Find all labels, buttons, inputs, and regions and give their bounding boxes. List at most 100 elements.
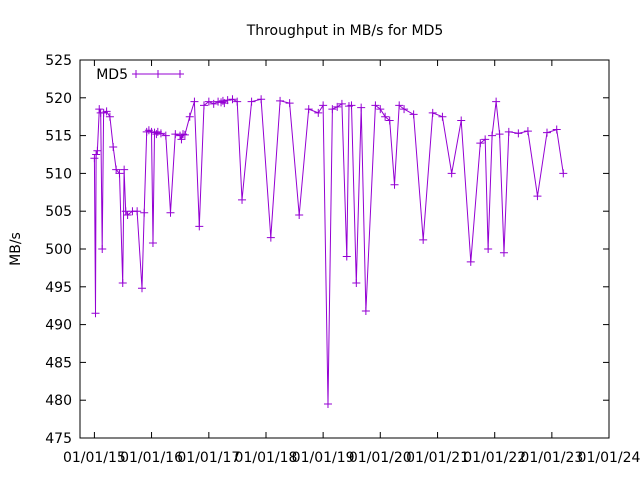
data-point	[476, 139, 485, 148]
data-point	[347, 101, 356, 110]
data-point	[559, 169, 568, 178]
data-point	[156, 129, 165, 138]
data-point	[133, 207, 142, 216]
data-point	[166, 208, 175, 217]
data-point	[105, 112, 114, 121]
data-point	[90, 154, 99, 163]
data-point	[466, 257, 475, 266]
data-point	[98, 245, 107, 253]
data-point	[121, 207, 130, 216]
data-point	[161, 131, 170, 140]
y-tick-label: 490	[45, 318, 72, 334]
y-tick-label: 520	[45, 91, 72, 107]
data-point	[179, 130, 188, 139]
data-point	[204, 97, 213, 106]
x-tick-label: 01/01/15	[63, 450, 126, 466]
data-point	[152, 130, 161, 139]
data-point	[118, 279, 127, 288]
data-point	[223, 96, 232, 105]
data-point	[376, 105, 385, 114]
data-point	[323, 399, 332, 408]
data-point	[217, 98, 226, 107]
x-tick-label: 01/01/24	[578, 450, 640, 466]
data-point	[171, 130, 180, 139]
data-point	[337, 99, 346, 108]
data-point	[120, 165, 129, 174]
data-point	[247, 97, 256, 106]
x-tick-label: 01/01/22	[463, 450, 526, 466]
data-point	[371, 101, 380, 110]
data-point	[523, 127, 532, 136]
legend-point	[154, 70, 162, 78]
data-point	[285, 99, 294, 108]
data-point	[488, 131, 497, 140]
y-tick-label: 480	[45, 393, 72, 409]
legend-label-md5: MD5	[96, 67, 128, 83]
data-point	[543, 128, 552, 137]
data-point	[352, 279, 361, 288]
data-point	[266, 233, 275, 242]
data-point	[137, 284, 146, 293]
data-point	[140, 208, 149, 217]
data-point	[328, 105, 337, 114]
data-point	[514, 129, 523, 138]
data-point	[361, 306, 370, 315]
x-tick-label: 01/01/17	[177, 450, 240, 466]
legend: MD5	[96, 67, 184, 83]
y-tick-label: 510	[45, 166, 72, 182]
data-point	[180, 130, 189, 139]
data-point	[447, 169, 456, 178]
data-point	[102, 107, 111, 116]
data-point	[199, 101, 208, 110]
data-point	[314, 108, 323, 117]
data-point	[91, 309, 100, 318]
data-point	[304, 105, 313, 114]
data-point	[342, 252, 351, 261]
data-point	[400, 105, 409, 114]
y-tick-label: 505	[45, 204, 72, 220]
x-tick-label: 01/01/23	[520, 450, 583, 466]
data-point	[357, 103, 366, 112]
data-point	[319, 101, 328, 110]
y-tick-label: 495	[45, 280, 72, 296]
data-point	[409, 110, 418, 119]
x-tick-label: 01/01/19	[292, 450, 355, 466]
legend-marker-md5	[132, 70, 184, 78]
data-point	[492, 97, 501, 106]
data-point	[233, 97, 242, 106]
data-point	[185, 112, 194, 121]
data-point	[148, 238, 157, 247]
data-point	[504, 127, 513, 136]
data-point	[115, 169, 124, 178]
y-tick-label: 475	[45, 431, 72, 447]
data-point	[484, 245, 493, 253]
data-point	[218, 96, 227, 105]
y-tick-label: 485	[45, 355, 72, 371]
axis-ticks: 475 480 485 490 495 500 505 510 515 520 525 01/01/1…	[45, 53, 640, 466]
data-point	[333, 102, 342, 111]
data-point	[419, 235, 428, 244]
data-point	[195, 222, 204, 231]
x-tick-label: 01/01/20	[349, 450, 412, 466]
plot-border	[79, 59, 610, 439]
legend-point	[132, 70, 140, 78]
plot-area	[90, 95, 568, 408]
x-tick-label: 01/01/21	[406, 450, 469, 466]
data-point	[257, 95, 266, 104]
data-point	[150, 128, 159, 137]
data-point	[533, 192, 542, 201]
data-point	[395, 101, 404, 110]
data-point	[438, 112, 447, 121]
data-point	[428, 108, 437, 117]
y-axis-label: MB/s	[8, 232, 24, 266]
data-point	[495, 130, 504, 139]
data-point	[177, 135, 186, 144]
chart-title: Throughput in MB/s for MD5	[246, 23, 444, 39]
x-tick-label: 01/01/16	[120, 450, 183, 466]
data-point	[209, 99, 218, 108]
data-point	[381, 112, 390, 121]
x-tick-label: 01/01/18	[235, 450, 298, 466]
legend-point	[176, 70, 184, 78]
y-tick-label: 515	[45, 129, 72, 145]
